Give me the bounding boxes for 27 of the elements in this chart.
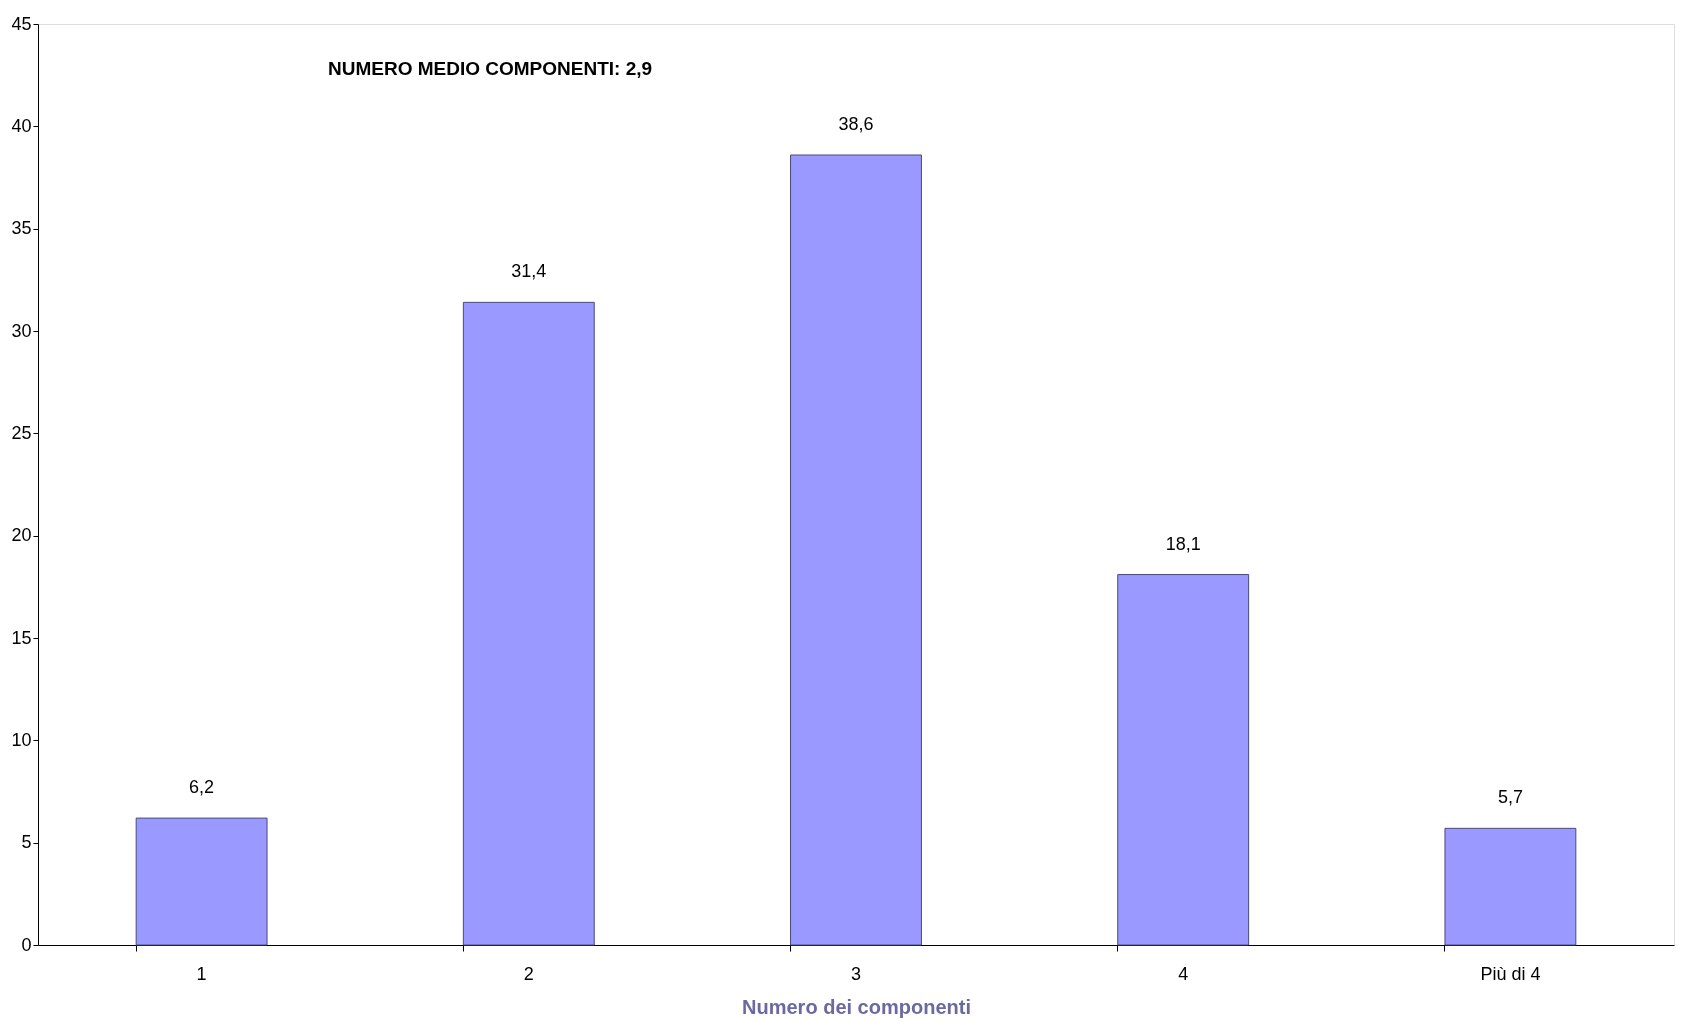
bar	[1444, 827, 1577, 946]
bar	[135, 817, 268, 946]
x-axis-title: Numero dei componenti	[742, 995, 971, 1018]
x-tick-label: 2	[523, 963, 534, 984]
y-tick-label: 30	[11, 320, 32, 341]
data-label: 38,6	[838, 113, 874, 134]
annotation: NUMERO MEDIO COMPONENTI: 2,9	[328, 58, 653, 79]
y-tick-label: 20	[11, 525, 32, 546]
bar	[790, 154, 922, 946]
data-label: 18,1	[1165, 533, 1201, 554]
y-tick-label: 0	[21, 934, 32, 955]
y-tick-label: 45	[11, 13, 32, 34]
x-tick-label: Più di 4	[1480, 963, 1541, 984]
y-tick-label: 35	[11, 218, 32, 239]
y-tick-label: 10	[11, 729, 32, 750]
data-label: 5,7	[1497, 787, 1523, 808]
data-label: 31,4	[511, 261, 547, 282]
bar	[1117, 574, 1250, 946]
y-tick-label: 25	[11, 422, 32, 443]
y-tick-label: 40	[11, 115, 32, 136]
x-tick-label: 1	[196, 963, 207, 984]
y-tick-label: 15	[11, 627, 32, 648]
bar	[462, 301, 595, 946]
y-tick-label: 5	[21, 832, 32, 853]
x-tick-label: 4	[1178, 963, 1189, 984]
x-tick-label: 3	[850, 963, 862, 984]
data-label: 6,2	[189, 777, 215, 798]
